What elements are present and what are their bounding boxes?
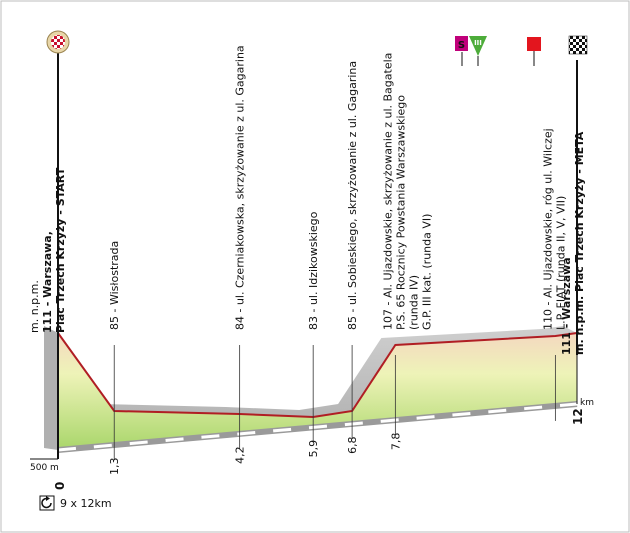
waypoint-km-label: 4,2 [234,446,247,464]
waypoint-label: G.P. III kat. (runda VI) [420,214,433,330]
start-alt-unit: m. n.p.m. [28,280,41,333]
waypoint-3: 83 - ul. Idzikowskiego 5,9 [307,211,320,457]
start-checker-icon [51,35,65,49]
km-start-label: 0 [53,482,67,490]
start-line2: 111 - Warszawa, [41,231,54,333]
km-finish-label: 12 [571,408,585,425]
loop-icon [41,497,52,509]
climb-icon [469,36,487,56]
waypoint-label: 85 - Wisłostrada [108,241,121,330]
waypoint-label: 85 - ul. Sobieskiego, skrzyżowanie z ul.… [346,61,359,330]
profile-top-face [44,326,577,417]
waypoint-km-label: 5,9 [307,440,320,458]
bonus-flag-icon [527,37,541,51]
waypoint-6: 110 - Al. Ujazdowskie, róg ul. Wilczej L.… [541,128,567,421]
waypoint-km-label: 1,3 [108,458,121,476]
start-line3: Plac Trzech Krzyży - START [54,167,67,333]
waypoint-label: 110 - Al. Ujazdowskie, róg ul. Wilczej [541,128,554,330]
profile-left-side [44,326,58,450]
waypoint-4: 85 - ul. Sobieskiego, skrzyżowanie z ul.… [346,61,359,454]
height-scale: 500 m [30,425,59,473]
km-unit-label: km [580,398,594,408]
laps-info: 9 x 12km [39,495,112,511]
waypoint-label: P.S. 65 Rocznicy Powstania Warszawskiego [394,95,407,330]
laps-label: 9 x 12km [60,497,112,510]
waypoint-5: 107 - Al. Ujazdowskie, skrzyżowanie z ul… [381,53,433,451]
finish-flag-icon [568,35,588,55]
finish-line1: 111 - Warszawa [560,257,573,355]
waypoint-1: 85 - Wisłostrada 1,3 [108,241,121,475]
sprint-icon-label: S [458,40,465,51]
start-marker: m. n.p.m. 111 - Warszawa, Plac Trzech Kr… [28,30,70,425]
road-dashes [57,402,578,452]
profile-front-face [58,333,577,450]
sprint-icon [455,36,468,51]
scale-label: 500 m [30,463,59,473]
finish-marker: 111 - Warszawa m. n.p.m. Plac Trzech Krz… [560,35,588,355]
waypoint-label: 83 - ul. Idzikowskiego [307,211,320,330]
sprint-climb-icons: S III [455,36,487,66]
waypoints-group: 85 - Wisłostrada 1,3 84 - ul. Czerniakowsk… [108,45,567,475]
waypoint-label: L.P. FIAT (runda II, V, VII) [554,196,567,330]
bonus-marker [527,37,541,66]
waypoint-label: (runda IV) [407,275,420,330]
waypoint-label: 107 - Al. Ujazdowskie, skrzyżowanie z ul… [381,53,394,330]
waypoint-km-label: 7,8 [389,433,402,451]
waypoint-2: 84 - ul. Czerniakowska, skrzyżowanie z u… [234,45,247,464]
profile-line [57,332,578,419]
waypoint-km-label: 6,8 [346,436,359,454]
climb-icon-label: III [474,39,482,47]
profile-body [44,326,578,453]
waypoint-label: 84 - ul. Czerniakowska, skrzyżowanie z u… [234,45,247,330]
finish-line2: m. n.p.m. Plac Trzech Krzyży - META [573,131,586,355]
